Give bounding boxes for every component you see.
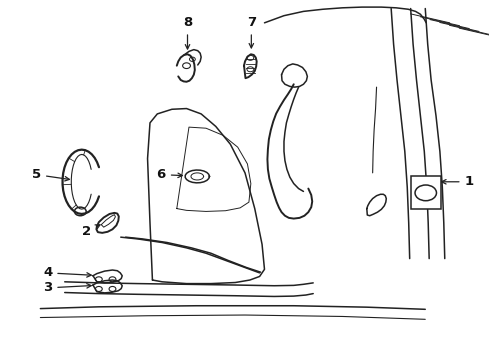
Text: 7: 7 bbox=[247, 16, 256, 48]
Text: 4: 4 bbox=[43, 266, 91, 279]
Bar bbox=[411, 176, 441, 209]
Text: 6: 6 bbox=[157, 168, 182, 181]
Text: 3: 3 bbox=[43, 282, 91, 294]
Text: 2: 2 bbox=[82, 225, 100, 238]
Text: 1: 1 bbox=[441, 175, 474, 188]
Text: 5: 5 bbox=[32, 168, 70, 181]
Text: 8: 8 bbox=[183, 16, 192, 49]
